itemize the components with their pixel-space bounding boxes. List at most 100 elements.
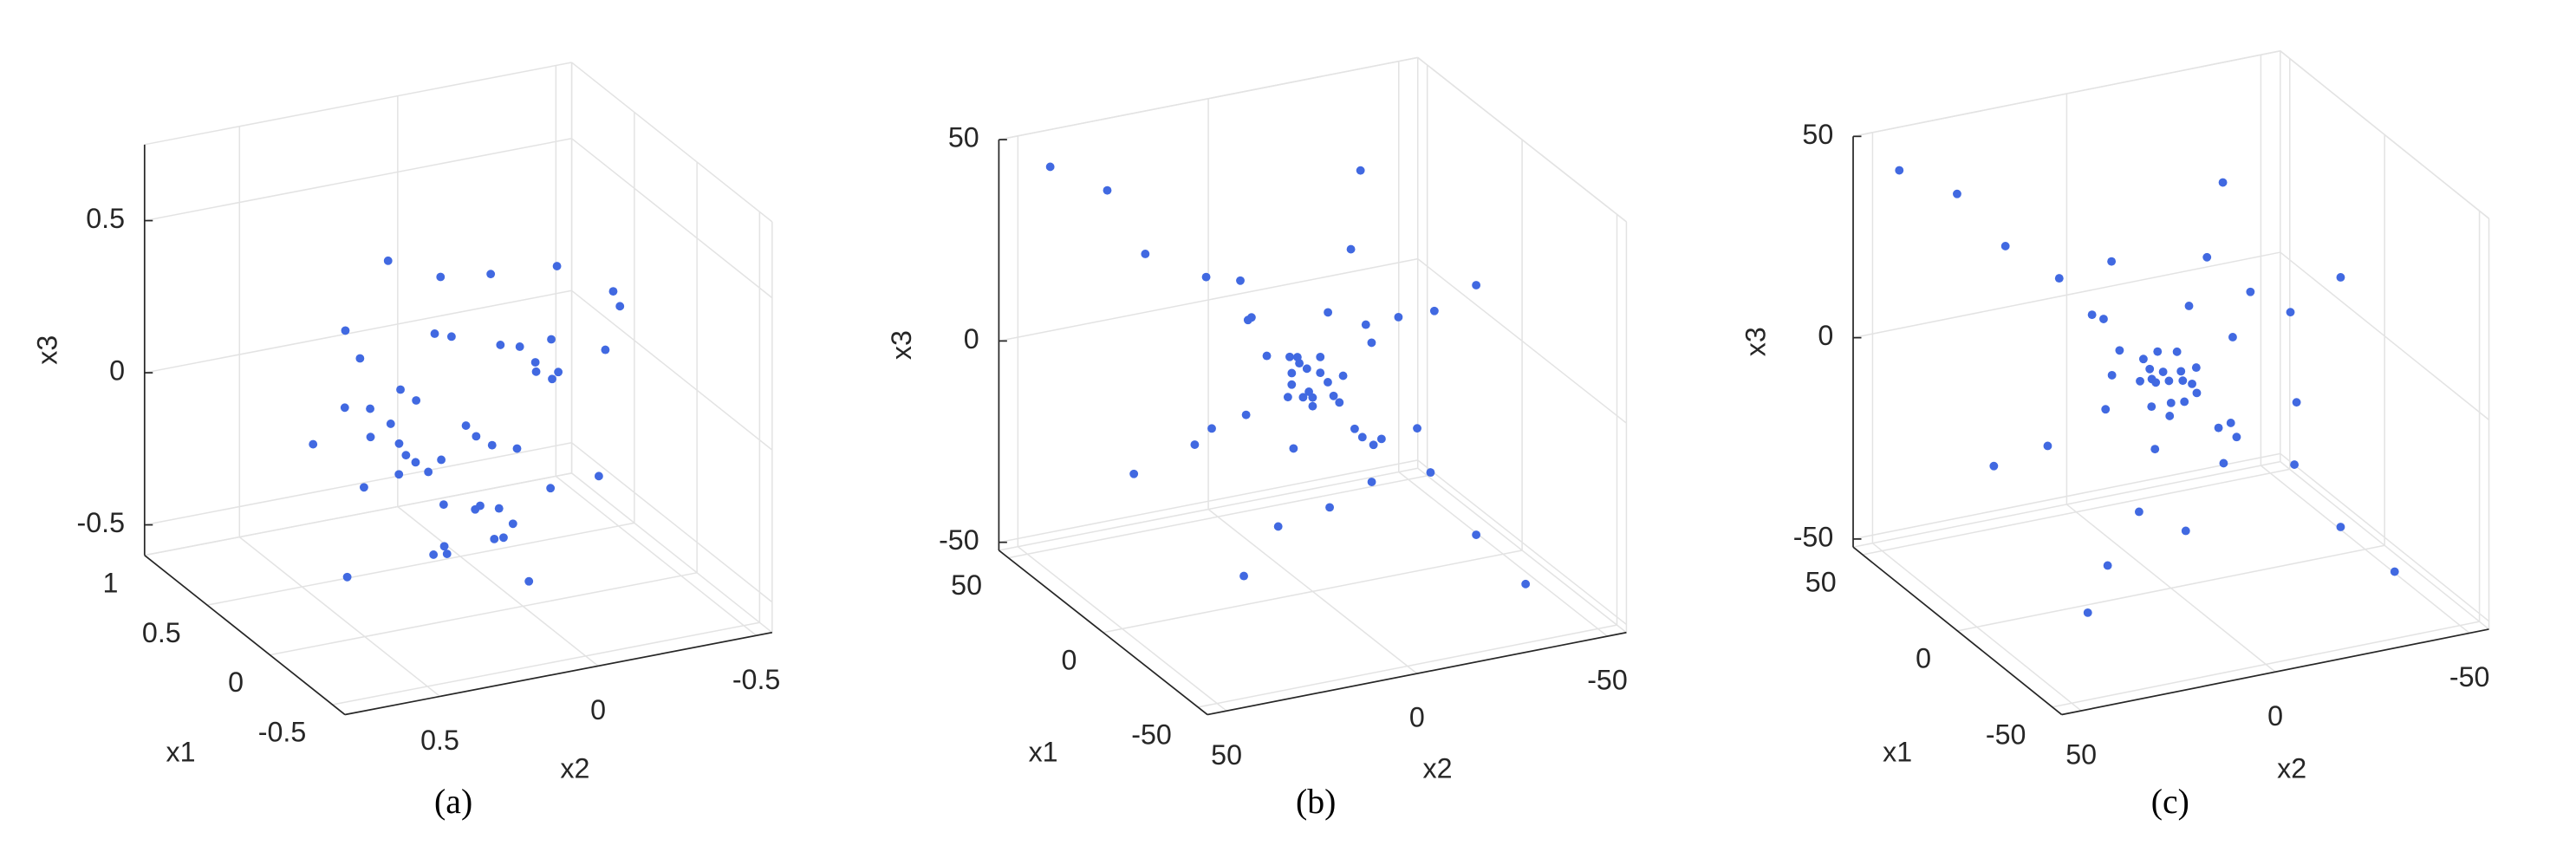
- y-tick-label: 50: [2065, 739, 2097, 771]
- panel: -50 0 50 -50 0 50 -50 0 50 x3 x1 x2 (b): [886, 56, 1628, 821]
- point: [442, 550, 452, 558]
- point: [366, 404, 374, 413]
- y-axis: [2061, 628, 2489, 716]
- x-axis-label: x1: [166, 737, 195, 768]
- point: [1289, 444, 1298, 453]
- point: [2158, 367, 2168, 376]
- point: [486, 270, 496, 279]
- point: [2138, 354, 2148, 364]
- point: [2000, 242, 2010, 250]
- point: [394, 439, 404, 448]
- point: [1472, 281, 1481, 289]
- point: [531, 367, 541, 376]
- point: [342, 572, 352, 582]
- point: [472, 432, 481, 441]
- grid-line: [144, 442, 572, 526]
- point: [1324, 308, 1333, 317]
- point: [1236, 276, 1245, 285]
- y-tick-label: -0.5: [732, 664, 781, 695]
- point: [2228, 333, 2237, 341]
- y-tick-label: 0.5: [420, 725, 459, 756]
- x-axis: [998, 550, 1208, 716]
- point: [1338, 371, 1348, 380]
- point: [1207, 424, 1216, 433]
- z-axis-label: x3: [1740, 327, 1772, 356]
- point: [411, 458, 420, 467]
- grid-line: [571, 289, 773, 451]
- point: [383, 256, 393, 265]
- z-axis-label: x3: [31, 335, 62, 365]
- x-axis: [144, 555, 346, 716]
- point: [515, 342, 524, 351]
- point: [546, 484, 556, 493]
- point: [594, 472, 603, 481]
- z-tick-label: -50: [939, 524, 979, 556]
- grid-line: [144, 138, 572, 222]
- point: [439, 500, 448, 510]
- point: [1429, 306, 1439, 315]
- point: [1190, 440, 1200, 449]
- panel: -0.5 0 0.5 -0.5 0 0.5 1 -0.5 0 0.5 x3 x1 x2 (a): [31, 62, 780, 821]
- point: [1262, 351, 1272, 361]
- point: [2101, 405, 2111, 414]
- point: [437, 455, 446, 465]
- grid-line: [2065, 504, 2276, 673]
- point: [1239, 571, 1248, 581]
- z-tick-label: 0: [1818, 320, 1833, 351]
- point: [1369, 440, 1378, 450]
- point: [2107, 370, 2117, 380]
- point: [476, 501, 485, 511]
- point: [386, 419, 395, 428]
- point: [2390, 567, 2399, 576]
- point: [2226, 419, 2235, 427]
- caption: (a): [434, 783, 472, 821]
- point: [1246, 313, 1256, 322]
- grid-line: [1207, 509, 1418, 674]
- point: [2336, 273, 2345, 282]
- point: [1361, 320, 1370, 329]
- z-tick-label: 0: [109, 355, 125, 387]
- point: [1316, 352, 1325, 361]
- point: [2176, 367, 2186, 376]
- point: [1989, 461, 1999, 471]
- x-tick-label: 1: [103, 567, 119, 598]
- point: [2150, 445, 2160, 454]
- point: [2286, 308, 2295, 317]
- x-axis-label: x1: [1029, 737, 1058, 768]
- point: [2153, 347, 2163, 356]
- grid-line: [1871, 543, 2082, 712]
- point: [2107, 257, 2117, 266]
- box-edge: [144, 62, 572, 146]
- point: [1895, 166, 1904, 175]
- z-tick-label: 0: [964, 323, 979, 354]
- point: [2218, 178, 2228, 187]
- point: [2115, 346, 2124, 355]
- point: [1316, 368, 1325, 378]
- caption: (b): [1296, 783, 1336, 821]
- point: [2103, 561, 2112, 570]
- z-tick-label: 50: [948, 122, 979, 153]
- point: [490, 534, 499, 543]
- grid-line: [1017, 546, 1227, 712]
- point: [1329, 391, 1338, 400]
- x-tick-label: -50: [1986, 719, 2026, 750]
- point: [554, 367, 563, 377]
- y-axis-label: x2: [560, 752, 589, 784]
- point: [359, 483, 368, 492]
- point: [366, 433, 375, 442]
- grid-line: [2260, 465, 2470, 634]
- point: [2184, 302, 2194, 310]
- z-tick-label: 50: [1802, 119, 1833, 150]
- point: [615, 302, 625, 311]
- z-tick-label: -0.5: [77, 507, 126, 538]
- y-tick-label: 0: [1409, 702, 1425, 733]
- point: [1304, 387, 1314, 396]
- point: [1350, 424, 1359, 433]
- point: [1324, 378, 1332, 387]
- point: [2087, 310, 2097, 320]
- point: [1394, 312, 1403, 322]
- x-tick-label: -50: [1131, 719, 1172, 751]
- grid-line: [238, 537, 441, 698]
- point: [2214, 423, 2223, 433]
